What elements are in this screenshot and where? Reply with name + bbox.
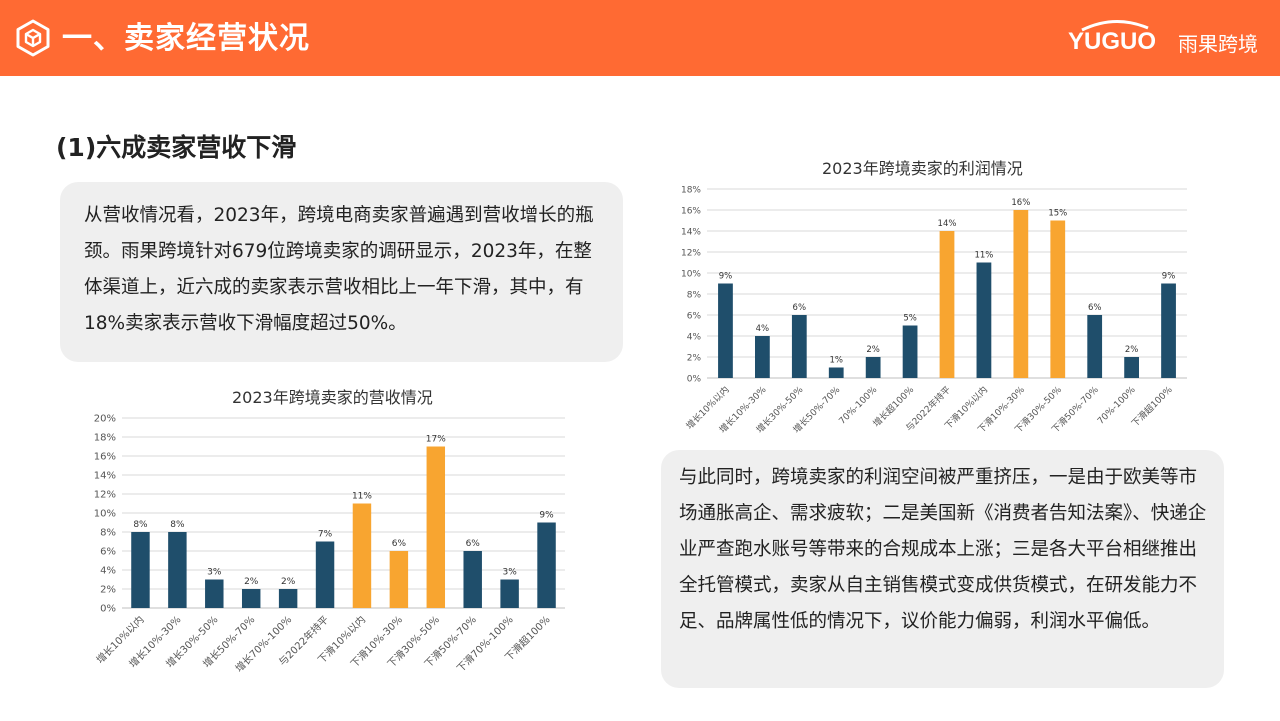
data-label: 6%	[1088, 303, 1102, 313]
bar	[1087, 315, 1103, 378]
data-label: 6%	[392, 539, 407, 549]
revenue-paragraph-box: 从营收情况看，2023年，跨境电商卖家普遍遇到营收增长的瓶颈。雨果跨境针对679…	[60, 182, 623, 362]
data-label: 2%	[1125, 345, 1139, 355]
data-label: 11%	[974, 251, 993, 261]
bar	[241, 589, 261, 608]
bar	[537, 522, 556, 608]
logo-text-cn: 雨果跨境	[1178, 32, 1258, 56]
data-label: 9%	[719, 272, 733, 282]
y-tick-label: 10%	[94, 509, 116, 520]
revenue-chart: 0%2%4%6%8%10%12%14%16%18%20%8%增长10%以内8%增…	[93, 414, 565, 675]
y-tick-label: 2%	[100, 585, 116, 596]
y-tick-label: 12%	[94, 490, 116, 501]
y-tick-label: 16%	[94, 452, 116, 463]
data-label: 8%	[170, 520, 185, 530]
data-label: 1%	[829, 356, 843, 366]
revenue-paragraph: 从营收情况看，2023年，跨境电商卖家普遍遇到营收增长的瓶颈。雨果跨境针对679…	[84, 205, 594, 334]
brand-logo: YUGUO 雨果跨境	[1018, 18, 1258, 58]
profit-chart-title: 2023年跨境卖家的利润情况	[822, 159, 1023, 178]
bar	[718, 283, 733, 378]
data-label: 2%	[866, 345, 880, 355]
bar	[828, 367, 844, 378]
bar	[315, 541, 335, 608]
y-tick-label: 4%	[687, 333, 702, 343]
bar	[865, 357, 881, 378]
y-tick-label: 12%	[681, 249, 701, 259]
cube-icon	[16, 19, 50, 57]
bar	[389, 551, 409, 608]
data-label: 4%	[756, 324, 770, 334]
bar	[1013, 210, 1029, 378]
page-title: 一、卖家经营状况	[62, 21, 310, 56]
y-tick-label: 2%	[687, 354, 702, 364]
y-tick-label: 0%	[100, 604, 116, 615]
data-label: 2%	[281, 577, 296, 587]
bar	[352, 503, 372, 608]
y-tick-label: 18%	[681, 186, 701, 196]
data-label: 14%	[938, 219, 957, 229]
bar	[1161, 283, 1176, 378]
bar	[1124, 357, 1139, 378]
logo-arc-icon	[1081, 19, 1149, 32]
y-tick-label: 14%	[681, 228, 701, 238]
bar	[500, 579, 519, 608]
bar	[168, 532, 187, 608]
y-tick-label: 16%	[681, 207, 701, 217]
bar	[755, 336, 770, 378]
data-label: 3%	[207, 568, 222, 578]
bar	[463, 551, 482, 608]
logo-text-en: YUGUO	[1067, 28, 1156, 55]
data-label: 6%	[466, 539, 481, 549]
bar	[976, 262, 992, 378]
profit-chart: 0%2%4%6%8%10%12%14%16%18%9%增长10%以内4%增长10…	[681, 186, 1187, 435]
bar	[205, 579, 224, 608]
bar	[131, 532, 150, 608]
y-tick-label: 6%	[100, 547, 116, 558]
data-label: 2%	[244, 577, 259, 587]
bar	[939, 231, 955, 378]
header-bar: 一、卖家经营状况 YUGUO 雨果跨境	[0, 0, 1280, 76]
data-label: 8%	[133, 520, 148, 530]
y-tick-label: 4%	[100, 566, 116, 577]
bar	[791, 315, 807, 378]
data-label: 7%	[318, 530, 333, 540]
revenue-chart-title: 2023年跨境卖家的营收情况	[232, 388, 433, 407]
data-label: 9%	[1162, 272, 1176, 282]
data-label: 5%	[903, 314, 917, 324]
y-tick-label: 8%	[687, 291, 702, 301]
data-label: 16%	[1011, 198, 1030, 208]
profit-paragraph-box: 与此同时，跨境卖家的利润空间被严重挤压，一是由于欧美等市场通胀高企、需求疲软；二…	[661, 450, 1224, 688]
data-label: 17%	[426, 435, 446, 445]
data-label: 6%	[793, 303, 807, 313]
y-tick-label: 0%	[687, 375, 702, 385]
y-tick-label: 14%	[94, 471, 116, 482]
y-tick-label: 8%	[100, 528, 116, 539]
bar	[278, 589, 298, 608]
bar	[1050, 220, 1066, 378]
y-tick-label: 6%	[687, 312, 702, 322]
data-label: 11%	[352, 492, 372, 502]
y-tick-label: 20%	[94, 414, 116, 425]
bar	[902, 325, 918, 378]
profit-paragraph: 与此同时，跨境卖家的利润空间被严重挤压，一是由于欧美等市场通胀高企、需求疲软；二…	[679, 467, 1207, 632]
data-label: 3%	[502, 568, 517, 578]
y-tick-label: 18%	[94, 433, 116, 444]
y-tick-label: 10%	[681, 270, 701, 280]
bar	[426, 446, 446, 608]
data-label: 15%	[1048, 209, 1067, 219]
data-label: 9%	[539, 511, 554, 521]
section-title: (1)六成卖家营收下滑	[56, 133, 297, 162]
